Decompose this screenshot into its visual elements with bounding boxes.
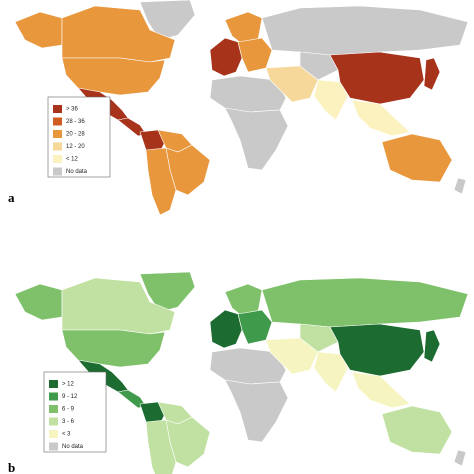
legend-label: 6 - 9 (62, 407, 75, 413)
legend-swatch (53, 167, 62, 176)
region-greenland (139, 0, 196, 41)
region-europe-west (209, 309, 243, 349)
region-africa-south (224, 107, 289, 171)
region-europe-west (209, 37, 243, 77)
region-usa (61, 329, 166, 368)
panel-label: a (8, 190, 15, 205)
legend-label: 3 - 6 (62, 419, 75, 425)
map-a: > 36 28 - 36 20 - 28 12 - 20 < 12 No data (14, 0, 469, 216)
region-china (329, 51, 425, 105)
region-central-asia (299, 51, 339, 81)
region-colombia (139, 401, 167, 425)
legend-label: > 36 (66, 107, 79, 113)
legend-swatch (53, 117, 62, 126)
legend-label: < 3 (62, 432, 71, 438)
legend-label: No data (66, 169, 88, 175)
legend-swatch (53, 105, 62, 113)
legend: > 12 9 - 12 6 - 9 3 - 6 < 3 No data (43, 371, 107, 453)
region-southeast-asia (351, 371, 411, 409)
legend: > 36 28 - 36 20 - 28 12 - 20 < 12 No data (47, 96, 111, 178)
legend-label: No data (62, 444, 84, 450)
region-greenland (139, 271, 196, 313)
legend-label: > 12 (62, 382, 75, 388)
region-southeast-asia (351, 99, 411, 137)
legend-swatch (53, 142, 62, 151)
region-central-asia (299, 323, 339, 353)
legend-label: 20 - 28 (66, 132, 85, 138)
region-australia (381, 133, 453, 183)
region-new-zealand (453, 177, 467, 195)
region-australia (381, 405, 453, 455)
region-colombia (139, 129, 167, 153)
legend-swatch (49, 442, 58, 451)
region-new-zealand (453, 449, 467, 467)
legend-label: 12 - 20 (66, 144, 85, 150)
legend-swatch (49, 392, 58, 401)
legend-label: 9 - 12 (62, 394, 78, 400)
legend-swatch (49, 417, 58, 426)
region-russia (261, 5, 469, 56)
map-b: > 12 9 - 12 6 - 9 3 - 6 < 3 No data (14, 271, 469, 474)
legend-swatch (49, 430, 58, 438)
legend-swatch (53, 130, 62, 138)
legend-swatch (49, 380, 58, 388)
legend-label: 28 - 36 (66, 119, 85, 125)
region-africa-south (224, 379, 289, 443)
panel-label: b (8, 460, 15, 474)
region-japan (423, 329, 441, 363)
region-usa (61, 57, 166, 96)
legend-swatch (53, 155, 62, 163)
region-south-america-south (145, 147, 177, 216)
region-south-america-south (145, 419, 177, 474)
region-russia (261, 277, 469, 328)
legend-swatch (49, 405, 58, 413)
legend-label: < 12 (66, 157, 79, 163)
region-china (329, 323, 425, 377)
region-japan (423, 57, 441, 91)
